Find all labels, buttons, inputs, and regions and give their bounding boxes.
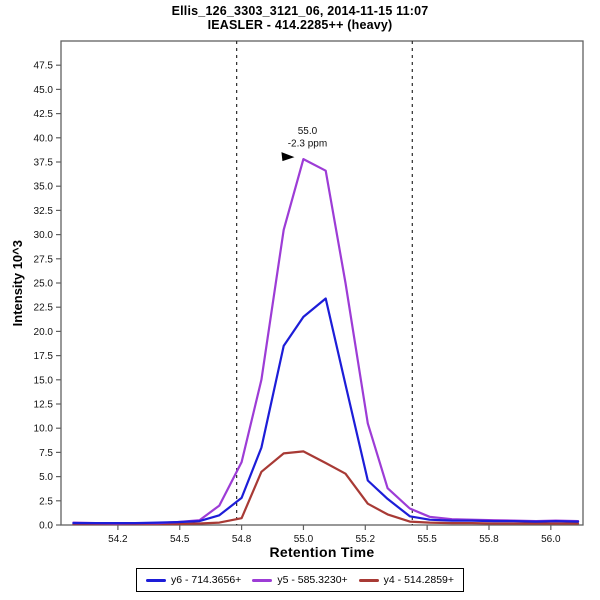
legend-line-swatch [252,578,273,582]
chart-header: Ellis_126_3303_3121_06, 2014-11-15 11:07… [0,4,600,32]
y-tick-label: 20.0 [34,327,54,338]
legend-item-y4: y4 - 514.2859+ [358,574,455,586]
legend-item-label: y5 - 585.3230+ [277,574,348,586]
x-tick-label: 56.0 [541,534,561,545]
y-tick-label: 30.0 [34,230,54,241]
legend-row: y6 - 714.3656+ y5 - 585.3230+ y4 - 514.285… [0,568,600,592]
y-tick-label: 47.5 [34,61,54,72]
x-tick-label: 55.5 [417,534,437,545]
y-tick-label: 0.0 [39,521,53,532]
x-tick-label: 54.8 [232,534,252,545]
y-tick-label: 2.5 [39,496,53,507]
x-tick-label: 54.5 [170,534,190,545]
y-tick-label: 22.5 [34,303,54,314]
y-tick-label: 45.0 [34,85,54,96]
y-tick-label: 37.5 [34,158,54,169]
chart-subtitle: IEASLER - 414.2285++ (heavy) [207,18,393,32]
y-tick-label: 15.0 [34,375,54,386]
peak-annotation-text[interactable]: 55.0 [298,126,318,137]
series-line-y6[interactable] [72,297,580,525]
y-tick-label: 17.5 [34,351,54,362]
y-tick-label: 32.5 [34,206,54,217]
x-axis-title: Retention Time [269,544,375,560]
y-tick-label: 10.0 [34,424,54,435]
y-tick-label: 42.5 [34,109,54,120]
y-tick-label: 35.0 [34,182,54,193]
x-tick-label: 55.0 [294,534,314,545]
y-tick-label: 12.5 [34,400,54,411]
y-tick-label: 40.0 [34,133,54,144]
peak-arrow-icon [281,152,295,162]
plot-border [60,40,584,526]
y-tick-label: 7.5 [39,448,53,459]
series-line-y4[interactable] [72,450,580,526]
legend-item-label: y4 - 514.2859+ [383,574,455,586]
peak-annotation-text[interactable]: -2.3 ppm [288,139,327,150]
legend-line-swatch [358,578,379,582]
legend-item-y5: y5 - 585.3230+ [252,574,348,586]
legend-line-swatch [145,578,166,582]
legend-item-y6: y6 - 714.3656+ [145,574,242,586]
y-tick-label: 5.0 [39,472,53,483]
legend: y6 - 714.3656+ y5 - 585.3230+ y4 - 514.285… [135,568,465,592]
chart-title: Ellis_126_3303_3121_06, 2014-11-15 11:07 [171,4,429,18]
y-tick-label: 27.5 [34,254,54,265]
y-tick-label: 25.0 [34,279,54,290]
x-tick-label: 55.8 [479,534,499,545]
x-tick-label: 54.2 [108,534,128,545]
x-tick-label: 55.2 [356,534,376,545]
legend-item-label: y6 - 714.3656+ [170,574,242,586]
series-line-y5[interactable] [72,158,580,525]
